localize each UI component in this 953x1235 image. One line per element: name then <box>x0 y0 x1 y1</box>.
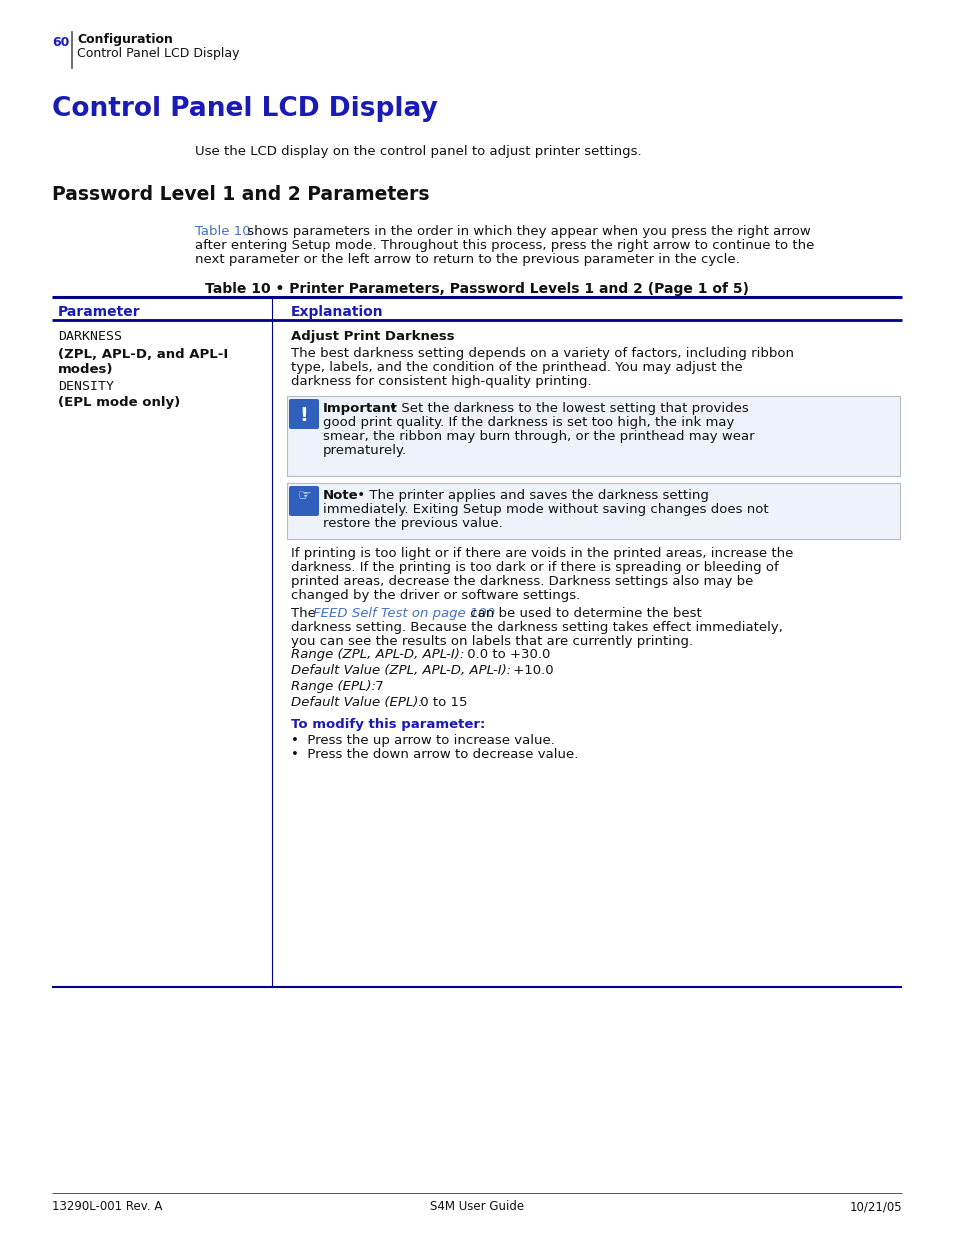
Text: Default Value (ZPL, APL-D, APL-I):: Default Value (ZPL, APL-D, APL-I): <box>291 664 511 677</box>
Text: • Set the darkness to the lowest setting that provides: • Set the darkness to the lowest setting… <box>385 403 748 415</box>
Text: darkness setting. Because the darkness setting takes effect immediately,: darkness setting. Because the darkness s… <box>291 621 782 634</box>
Text: prematurely.: prematurely. <box>323 445 407 457</box>
Text: Use the LCD display on the control panel to adjust printer settings.: Use the LCD display on the control panel… <box>194 144 641 158</box>
Bar <box>287 396 899 475</box>
Text: ☞: ☞ <box>297 488 311 503</box>
Text: Range (ZPL, APL-D, APL-I):: Range (ZPL, APL-D, APL-I): <box>291 648 464 661</box>
Text: Table 10 • Printer Parameters, Password Levels 1 and 2 (Page 1 of 5): Table 10 • Printer Parameters, Password … <box>205 282 748 296</box>
Text: Default Value (EPL):: Default Value (EPL): <box>291 697 422 709</box>
Text: FEED Self Test on page 100: FEED Self Test on page 100 <box>313 606 495 620</box>
Text: smear, the ribbon may burn through, or the printhead may wear: smear, the ribbon may burn through, or t… <box>323 430 754 443</box>
Text: 13290L-001 Rev. A: 13290L-001 Rev. A <box>52 1200 162 1213</box>
Text: If printing is too light or if there are voids in the printed areas, increase th: If printing is too light or if there are… <box>291 547 793 559</box>
Text: Parameter: Parameter <box>58 305 140 319</box>
Text: immediately. Exiting Setup mode without saving changes does not: immediately. Exiting Setup mode without … <box>323 503 768 516</box>
Text: shows parameters in the order in which they appear when you press the right arro: shows parameters in the order in which t… <box>243 225 810 238</box>
Text: • The printer applies and saves the darkness setting: • The printer applies and saves the dark… <box>353 489 708 501</box>
Text: 10/21/05: 10/21/05 <box>848 1200 901 1213</box>
Text: The: The <box>291 606 320 620</box>
Text: 0 to 15: 0 to 15 <box>416 697 467 709</box>
Text: Adjust Print Darkness: Adjust Print Darkness <box>291 330 455 343</box>
Text: (EPL mode only): (EPL mode only) <box>58 396 180 409</box>
Text: Range (EPL):: Range (EPL): <box>291 680 375 693</box>
Text: •  Press the up arrow to increase value.: • Press the up arrow to increase value. <box>291 734 555 747</box>
Text: +10.0: +10.0 <box>509 664 553 677</box>
Text: after entering Setup mode. Throughout this process, press the right arrow to con: after entering Setup mode. Throughout th… <box>194 240 814 252</box>
Text: next parameter or the left arrow to return to the previous parameter in the cycl: next parameter or the left arrow to retu… <box>194 253 739 266</box>
Text: changed by the driver or software settings.: changed by the driver or software settin… <box>291 589 579 601</box>
Text: restore the previous value.: restore the previous value. <box>323 517 502 530</box>
Text: you can see the results on labels that are currently printing.: you can see the results on labels that a… <box>291 635 693 648</box>
Text: good print quality. If the darkness is set too high, the ink may: good print quality. If the darkness is s… <box>323 416 734 429</box>
Text: !: ! <box>299 406 308 425</box>
Text: The best darkness setting depends on a variety of factors, including ribbon: The best darkness setting depends on a v… <box>291 347 793 359</box>
FancyBboxPatch shape <box>289 399 318 429</box>
Text: DENSITY: DENSITY <box>58 380 113 393</box>
Text: 0.0 to +30.0: 0.0 to +30.0 <box>462 648 550 661</box>
Text: To modify this parameter:: To modify this parameter: <box>291 718 485 731</box>
Text: darkness for consistent high-quality printing.: darkness for consistent high-quality pri… <box>291 375 591 388</box>
Text: 60: 60 <box>52 36 70 49</box>
Text: type, labels, and the condition of the printhead. You may adjust the: type, labels, and the condition of the p… <box>291 361 742 374</box>
Text: S4M User Guide: S4M User Guide <box>430 1200 523 1213</box>
Text: Password Level 1 and 2 Parameters: Password Level 1 and 2 Parameters <box>52 185 429 204</box>
FancyBboxPatch shape <box>289 487 318 516</box>
Text: printed areas, decrease the darkness. Darkness settings also may be: printed areas, decrease the darkness. Da… <box>291 576 753 588</box>
Text: modes): modes) <box>58 363 113 375</box>
Text: •  Press the down arrow to decrease value.: • Press the down arrow to decrease value… <box>291 748 578 761</box>
Text: (ZPL, APL-D, and APL-I: (ZPL, APL-D, and APL-I <box>58 348 228 361</box>
Text: Important: Important <box>323 403 397 415</box>
Text: Control Panel LCD Display: Control Panel LCD Display <box>52 96 437 122</box>
Text: can be used to determine the best: can be used to determine the best <box>465 606 701 620</box>
Text: 7: 7 <box>371 680 383 693</box>
Text: Note: Note <box>323 489 358 501</box>
Text: darkness. If the printing is too dark or if there is spreading or bleeding of: darkness. If the printing is too dark or… <box>291 561 778 574</box>
Text: Table 10: Table 10 <box>194 225 251 238</box>
Text: Explanation: Explanation <box>291 305 383 319</box>
Bar <box>287 483 899 538</box>
Text: Configuration: Configuration <box>77 33 172 46</box>
Text: Control Panel LCD Display: Control Panel LCD Display <box>77 47 239 61</box>
Text: DARKNESS: DARKNESS <box>58 330 122 343</box>
